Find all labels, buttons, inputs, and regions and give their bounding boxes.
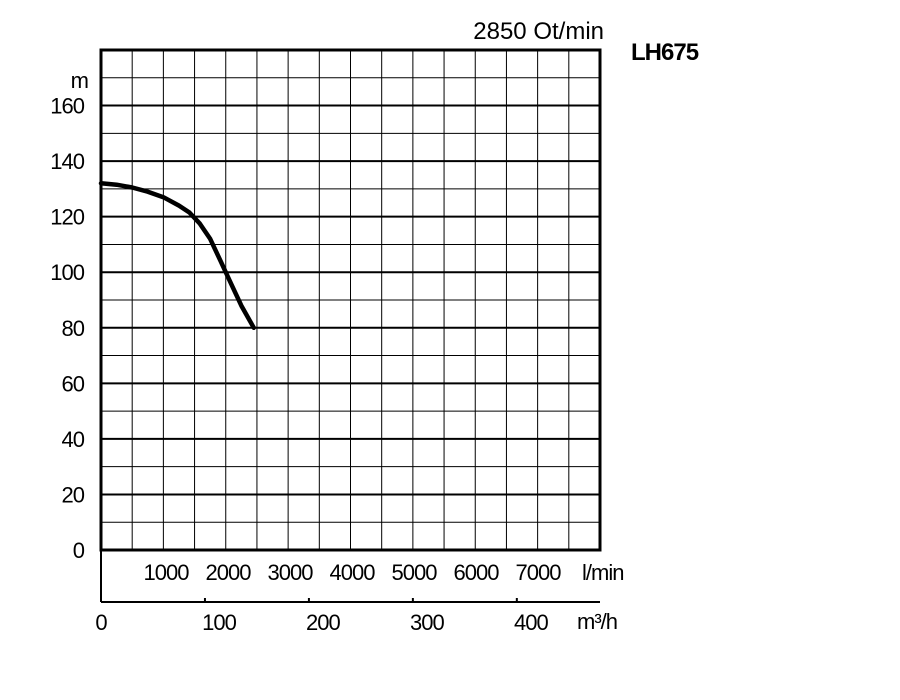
y-tick-label: 0 xyxy=(73,538,85,563)
m3h-tick-label: 300 xyxy=(410,610,444,635)
lmin-tick-label: 7000 xyxy=(516,560,562,585)
lmin-tick-label: 3000 xyxy=(268,560,314,585)
lmin-tick-label: 4000 xyxy=(330,560,376,585)
y-tick-label: 140 xyxy=(50,149,84,174)
m3h-tick-label: 400 xyxy=(514,610,548,635)
y-tick-label: 160 xyxy=(50,94,84,119)
y-tick-label: 40 xyxy=(62,427,85,452)
lmin-tick-label: 1000 xyxy=(144,560,190,585)
plot-frame xyxy=(99,48,602,552)
lmin-unit-label: l/min xyxy=(582,560,623,585)
y-tick-label: 20 xyxy=(62,482,85,507)
m3h-tick-label: 100 xyxy=(202,610,236,635)
chart-grid xyxy=(101,50,600,550)
y-axis-label: m xyxy=(71,68,88,93)
y-tick-label: 120 xyxy=(50,205,84,230)
series-line-head-curve xyxy=(98,181,257,331)
m3h-tick-label: 200 xyxy=(306,610,340,635)
model-label: LH675 xyxy=(631,39,699,66)
lmin-tick-label: 6000 xyxy=(454,560,500,585)
y-tick-label: 60 xyxy=(62,371,85,396)
y-tick-label: 80 xyxy=(62,316,85,341)
m3h-unit-label: m³/h xyxy=(577,609,617,634)
y-tick-label: 100 xyxy=(50,260,84,285)
lmin-tick-label: 2000 xyxy=(206,560,252,585)
m3h-tick-label: 0 xyxy=(95,610,107,635)
lmin-tick-label: 5000 xyxy=(392,560,438,585)
chart-title: 2850 Ot/min xyxy=(473,18,604,45)
